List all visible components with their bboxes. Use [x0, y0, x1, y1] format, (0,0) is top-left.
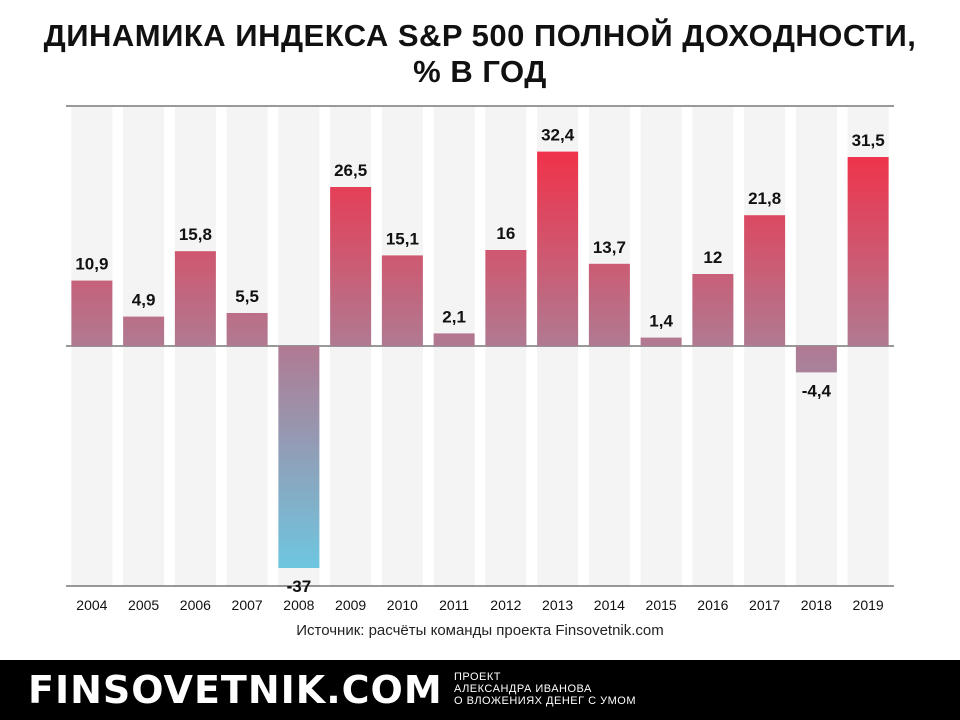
tagline-line-2: АЛЕКСАНДРА ИВАНОВА — [454, 683, 592, 695]
source-note: Источник: расчёты команды проекта Finsov… — [296, 622, 664, 639]
data-label-2014: 13,7 — [593, 238, 626, 257]
bar-2008 — [278, 346, 320, 568]
x-tick-2007: 2007 — [232, 597, 263, 613]
footer-bar: FINSOVETNIK.COM ПРОЕКТ АЛЕКСАНДРА ИВАНОВ… — [0, 660, 960, 720]
x-tick-2013: 2013 — [542, 597, 573, 613]
data-label-2010: 15,1 — [386, 229, 419, 248]
data-label-2011: 2,1 — [442, 307, 466, 326]
data-label-2004: 10,9 — [75, 255, 108, 274]
data-labels: 10,9 4,9 15,8 5,5 -37 26,5 15,1 2,1 16 32,4 13,7 1,… — [75, 126, 884, 596]
data-label-2016: 12 — [703, 248, 722, 267]
bar-2011 — [433, 333, 475, 346]
x-tick-2019: 2019 — [853, 597, 884, 613]
data-label-2019: 31,5 — [852, 131, 885, 150]
bar-2016 — [692, 274, 734, 346]
x-tick-2017: 2017 — [749, 597, 780, 613]
data-label-2006: 15,8 — [179, 225, 212, 244]
brand-tagline: ПРОЕКТ АЛЕКСАНДРА ИВАНОВА О ВЛОЖЕНИЯХ ДЕ… — [454, 671, 636, 707]
bar-2007 — [226, 313, 268, 346]
data-label-2008: -37 — [287, 577, 312, 596]
x-tick-2010: 2010 — [387, 597, 418, 613]
x-tick-2006: 2006 — [180, 597, 211, 613]
chart-title: ДИНАМИКА ИНДЕКСА S&P 500 ПОЛНОЙ ДОХОДНОС… — [0, 18, 960, 90]
x-tick-labels: 2004 2005 2006 2007 2008 2009 2010 2011 2012 2013… — [76, 597, 884, 613]
data-label-2015: 1,4 — [649, 312, 673, 331]
tagline-line-3: О ВЛОЖЕНИЯХ ДЕНЕГ С УМОМ — [454, 695, 636, 707]
x-tick-2009: 2009 — [335, 597, 366, 613]
data-label-2013: 32,4 — [541, 126, 575, 145]
bar-2004 — [71, 280, 113, 346]
bars — [71, 151, 889, 568]
x-tick-2014: 2014 — [594, 597, 625, 613]
x-tick-2004: 2004 — [76, 597, 107, 613]
data-label-2017: 21,8 — [748, 189, 781, 208]
bar-2009 — [330, 187, 372, 346]
bar-2013 — [537, 151, 579, 346]
bar-2010 — [381, 255, 423, 346]
data-label-2005: 4,9 — [132, 291, 156, 310]
bar-2015 — [640, 337, 682, 346]
x-tick-2008: 2008 — [283, 597, 314, 613]
bar-2017 — [744, 215, 786, 346]
bar-chart: 10,9 4,9 15,8 5,5 -37 26,5 15,1 2,1 16 32,4 13,7 1,… — [66, 105, 894, 613]
x-tick-2015: 2015 — [646, 597, 677, 613]
data-label-2009: 26,5 — [334, 161, 367, 180]
chart-title-line-2: % В ГОД — [413, 54, 547, 89]
bar-2006 — [174, 251, 216, 346]
bar-2018 — [795, 346, 837, 373]
x-tick-2012: 2012 — [490, 597, 521, 613]
x-tick-2005: 2005 — [128, 597, 159, 613]
chart-title-line-1: ДИНАМИКА ИНДЕКСА S&P 500 ПОЛНОЙ ДОХОДНОС… — [43, 18, 917, 53]
data-label-2007: 5,5 — [235, 287, 259, 306]
x-tick-2018: 2018 — [801, 597, 832, 613]
tagline-line-1: ПРОЕКТ — [454, 671, 502, 683]
bar-2019 — [847, 157, 889, 346]
data-label-2018: -4,4 — [802, 381, 832, 400]
x-tick-2011: 2011 — [439, 597, 469, 613]
bar-2012 — [485, 250, 527, 346]
bar-2005 — [123, 316, 165, 346]
x-tick-2016: 2016 — [697, 597, 728, 613]
brand-logo-text: FINSOVETNIK.COM — [28, 668, 443, 712]
data-label-2012: 16 — [496, 224, 515, 243]
bar-2014 — [588, 263, 630, 346]
